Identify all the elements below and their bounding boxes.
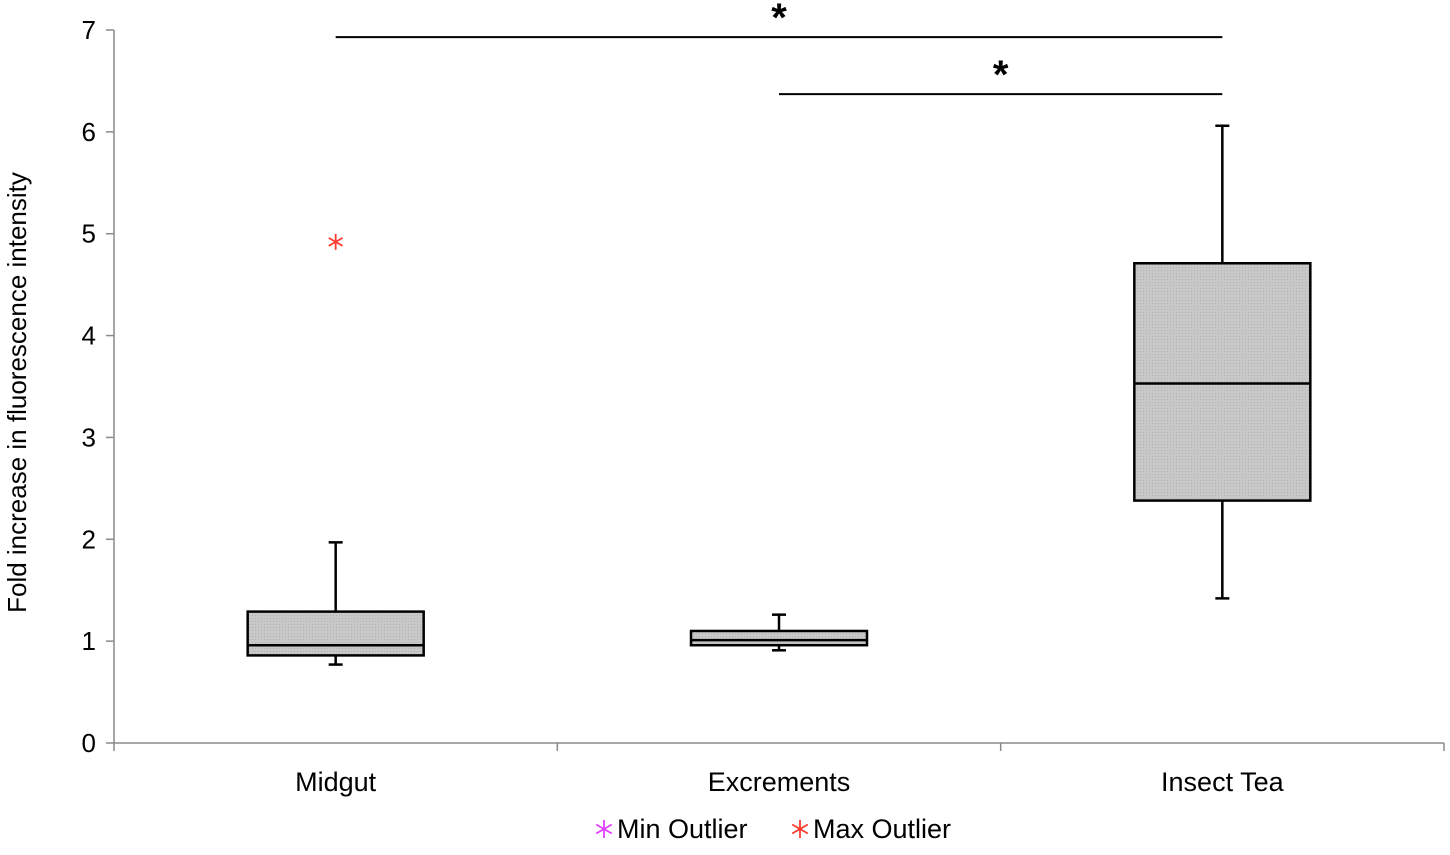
significance-bracket: * [335, 0, 1223, 40]
iqr-box [246, 610, 425, 657]
legend-asterisk-icon-stroke [791, 823, 809, 835]
legend: Min Outlier Max Outlier [595, 814, 951, 844]
y-tick-label: 7 [82, 15, 96, 45]
y-tick-label: 1 [82, 626, 96, 656]
legend-item: Max Outlier [791, 814, 951, 844]
box-excrements [689, 613, 869, 652]
legend-item: Min Outlier [595, 814, 748, 844]
box-midgut [246, 233, 425, 666]
max-outlier-marker-stroke [328, 237, 344, 247]
y-axis-label: Fold increase in fluorescence intensity [2, 172, 32, 613]
axes: 0 1 2 3 4 5 6 7 Midgut Excrements Insect Tea [82, 15, 1445, 797]
legend-asterisk-icon-stroke [595, 823, 613, 835]
significance-annotations: ** [335, 0, 1223, 97]
iqr-box [1133, 262, 1312, 502]
significance-star: * [993, 53, 1009, 97]
x-category-label: Insect Tea [1161, 767, 1285, 797]
y-tick-label: 6 [82, 117, 96, 147]
y-tick-label: 5 [82, 219, 96, 249]
box-insect-tea [1133, 124, 1312, 600]
significance-bracket: * [779, 53, 1223, 97]
y-tick-label: 4 [82, 321, 96, 351]
legend-asterisk-icon [595, 820, 613, 838]
x-category-label: Excrements [708, 767, 851, 797]
legend-label: Min Outlier [617, 814, 748, 844]
significance-star: * [771, 0, 787, 40]
y-tick-label: 3 [82, 422, 96, 452]
x-category-label: Midgut [295, 767, 377, 797]
y-tick-label: 2 [82, 524, 96, 554]
y-tick-label: 0 [82, 728, 96, 758]
legend-asterisk-icon [791, 820, 809, 838]
max-outlier-marker [328, 233, 344, 250]
iqr-box [689, 629, 869, 647]
legend-label: Max Outlier [813, 814, 951, 844]
boxes [246, 124, 1312, 666]
